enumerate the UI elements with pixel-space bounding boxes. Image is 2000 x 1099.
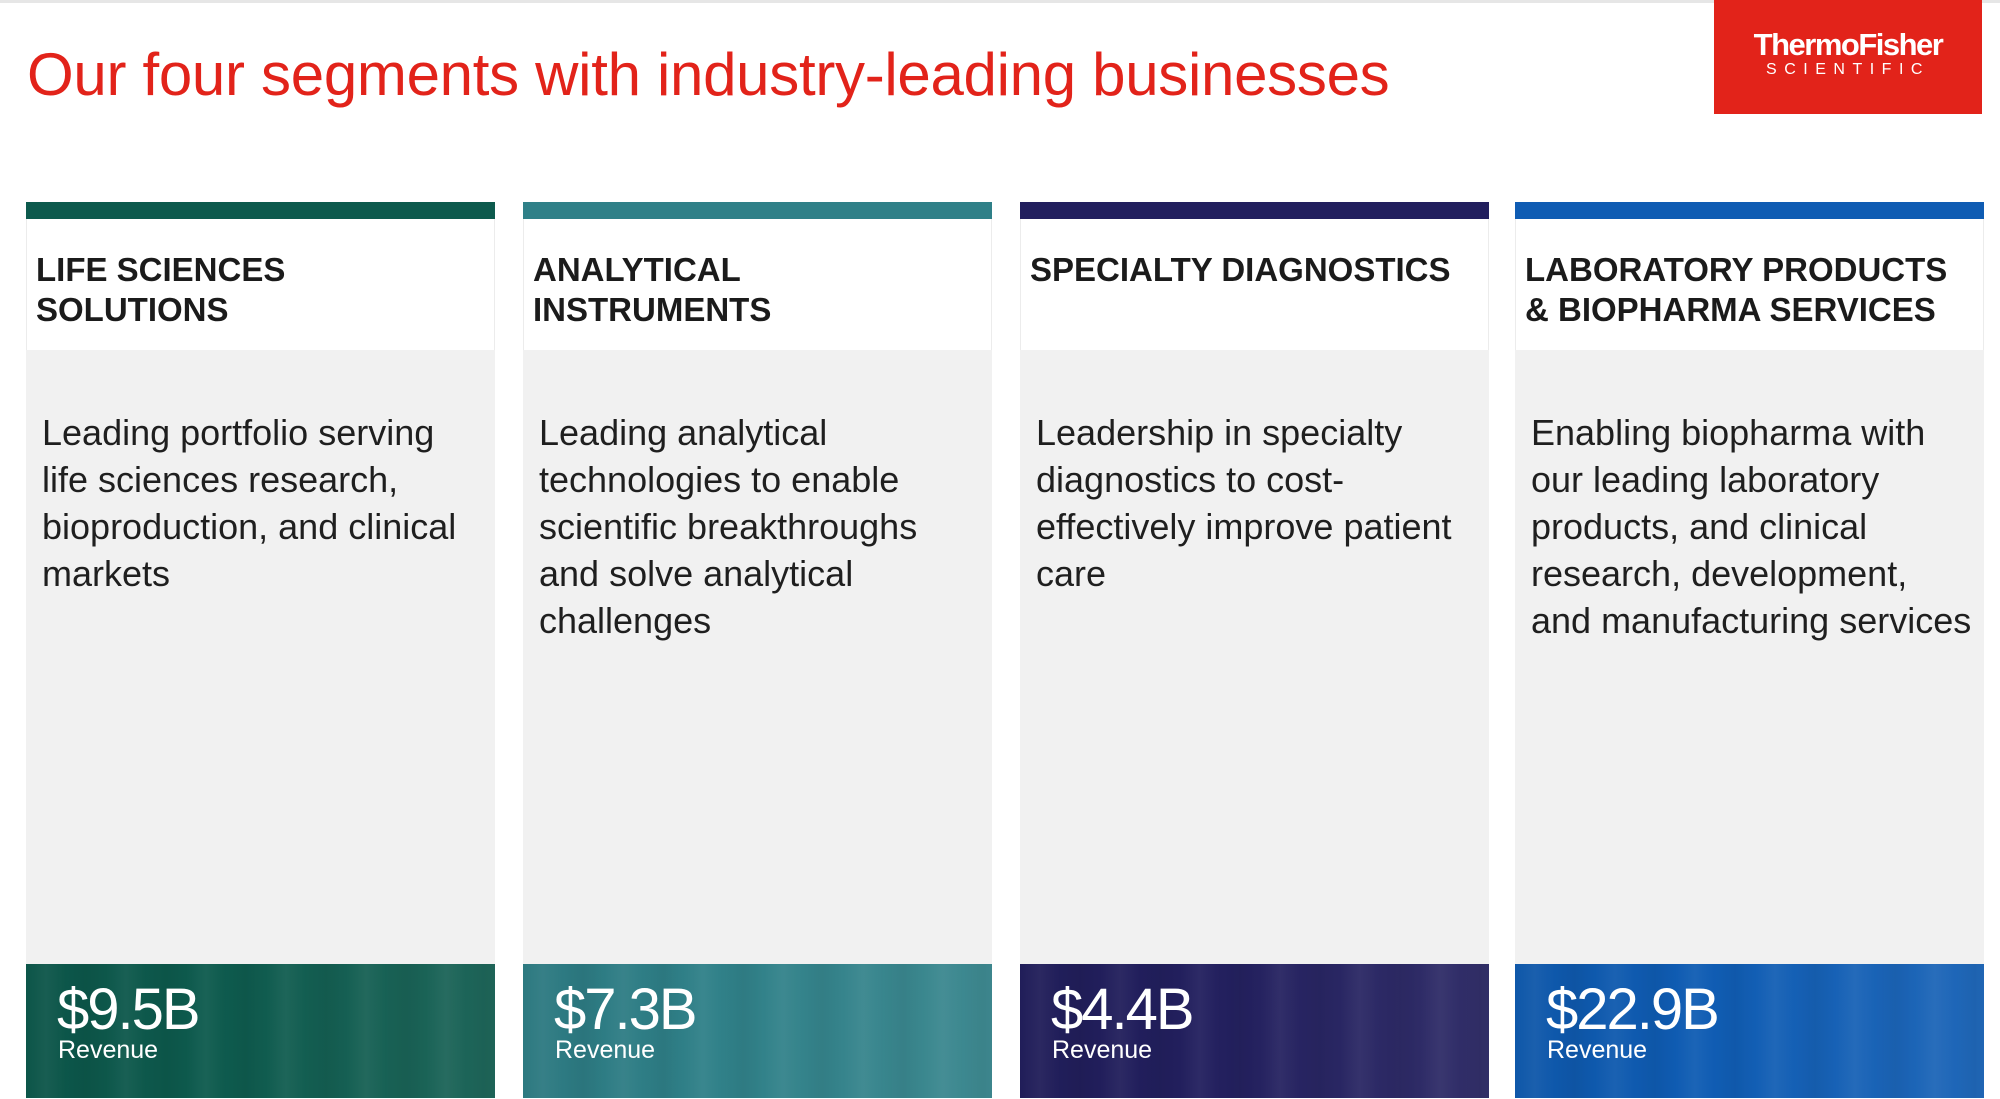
segment-description: Leading portfolio serving life sciences … xyxy=(42,412,457,594)
segment-color-bar xyxy=(26,202,495,219)
segment-card-analytical-instruments: ANALYTICAL INSTRUMENTS Leading analytica… xyxy=(523,202,992,1098)
logo-wordmark: ThermoFisher xyxy=(1753,27,1944,62)
panel-texture xyxy=(26,964,495,1098)
segment-card-lab-products-biopharma: LABORATORY PRODUCTS & BIOPHARMA SERVICES… xyxy=(1515,202,1984,1098)
panel-shade xyxy=(1515,964,1984,1098)
panel-shade xyxy=(1020,964,1489,1098)
page-title: Our four segments with industry-leading … xyxy=(27,41,1390,108)
segments-row: LIFE SCIENCES SOLUTIONS Leading portfoli… xyxy=(26,202,1984,1098)
segment-color-bar xyxy=(1515,202,1984,219)
segment-header: LABORATORY PRODUCTS & BIOPHARMA SERVICES xyxy=(1515,219,1984,350)
revenue-label: Revenue xyxy=(1052,1036,1153,1064)
panel-texture xyxy=(1020,964,1489,1098)
segment-card-life-sciences: LIFE SCIENCES SOLUTIONS Leading portfoli… xyxy=(26,202,495,1098)
revenue-label: Revenue xyxy=(555,1036,656,1064)
panel-texture xyxy=(1515,964,1984,1098)
segment-header: ANALYTICAL INSTRUMENTS xyxy=(523,219,992,350)
segment-color-bar xyxy=(523,202,992,219)
revenue-value: $22.9B xyxy=(1546,977,1720,1042)
panel-texture xyxy=(523,964,992,1098)
panel-shade xyxy=(26,964,495,1098)
segment-description: Leading analytical technologies to enabl… xyxy=(539,412,918,641)
panel-shade xyxy=(523,964,992,1098)
segment-title: LIFE SCIENCES SOLUTIONS xyxy=(36,251,286,328)
segment-revenue-panel: $4.4B Revenue xyxy=(1020,964,1489,1098)
revenue-label: Revenue xyxy=(58,1036,159,1064)
segment-revenue-panel: $9.5B Revenue xyxy=(26,964,495,1098)
segment-title: ANALYTICAL INSTRUMENTS xyxy=(533,251,772,328)
top-divider xyxy=(0,0,2000,3)
segment-revenue-panel: $7.3B Revenue xyxy=(523,964,992,1098)
segment-revenue-panel: $22.9B Revenue xyxy=(1515,964,1984,1098)
revenue-label: Revenue xyxy=(1547,1036,1648,1064)
thermo-fisher-logo: ThermoFisher SCIENTIFIC xyxy=(1714,0,1982,114)
logo-subtext: SCIENTIFIC xyxy=(1766,61,1930,78)
segment-description: Enabling biopharma with our leading labo… xyxy=(1531,412,1972,641)
segment-card-specialty-diagnostics: SPECIALTY DIAGNOSTICS Leadership in spec… xyxy=(1020,202,1489,1098)
revenue-value: $4.4B xyxy=(1051,977,1195,1042)
segment-color-bar xyxy=(1020,202,1489,219)
revenue-value: $9.5B xyxy=(57,977,201,1042)
segment-header: SPECIALTY DIAGNOSTICS xyxy=(1020,219,1489,350)
revenue-value: $7.3B xyxy=(554,977,698,1042)
segment-title: SPECIALTY DIAGNOSTICS xyxy=(1030,251,1451,288)
segment-description: Leadership in specialty diagnostics to c… xyxy=(1036,412,1452,594)
segment-header: LIFE SCIENCES SOLUTIONS xyxy=(26,219,495,350)
segment-title: LABORATORY PRODUCTS & BIOPHARMA SERVICES xyxy=(1525,251,1948,328)
